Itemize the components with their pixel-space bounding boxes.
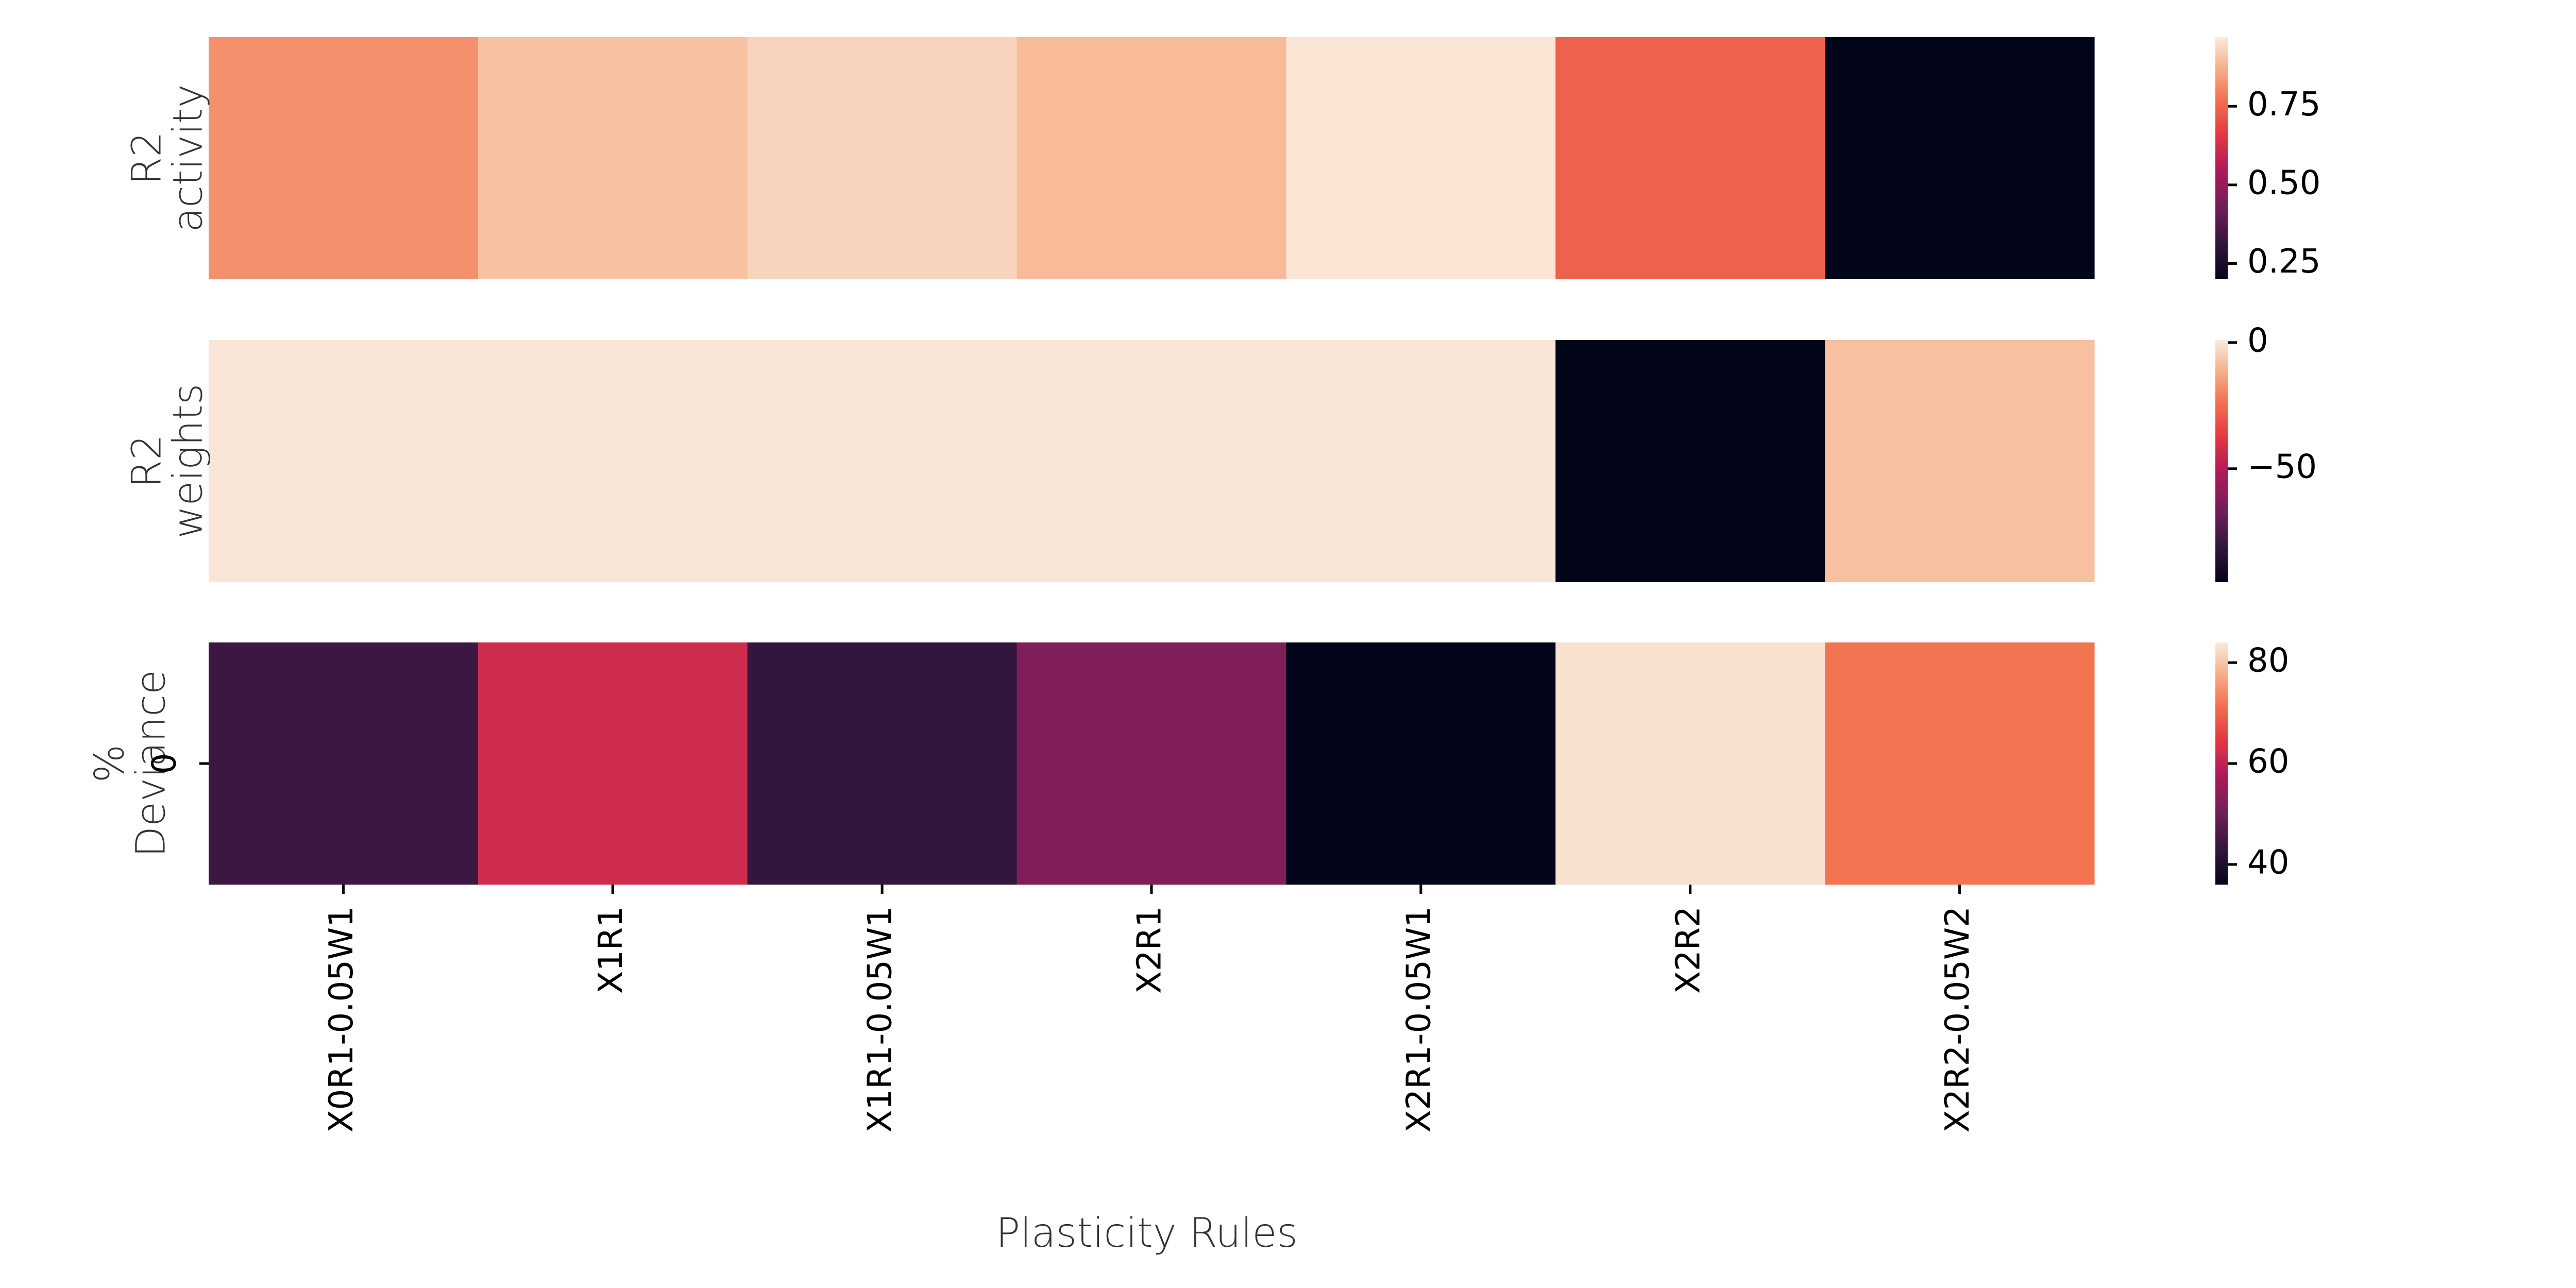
heatmap-cell xyxy=(747,340,1018,582)
y-tick-label: 0 xyxy=(146,753,184,774)
heatmap-cell xyxy=(1016,37,1287,279)
heatmap-cell xyxy=(1286,37,1556,279)
x-tick-label: X2R1 xyxy=(1131,906,1169,994)
x-tick-label: X2R2 xyxy=(1669,906,1707,994)
heatmap-cell xyxy=(478,340,748,582)
colorbar-pct-deviance: 40 60 80 xyxy=(2215,642,2289,885)
heatmap-cell xyxy=(1555,340,1825,582)
heatmap-cell xyxy=(1555,37,1825,279)
heatmap-cell xyxy=(209,340,479,582)
colorbar-gradient xyxy=(2215,642,2228,885)
heatmap-cell xyxy=(1825,37,2095,279)
x-tick-label: X2R1-0.05W1 xyxy=(1400,906,1438,1132)
x-axis-label: Plasticity Rules xyxy=(996,1210,1298,1257)
heatmap-cell xyxy=(1286,340,1556,582)
heatmap-cell xyxy=(1555,642,1825,885)
colorbar-tick-label: −50 xyxy=(2247,448,2317,486)
heatmap-cell xyxy=(1016,340,1287,582)
colorbar-r2-activity: 0.25 0.50 0.75 xyxy=(2215,37,2321,281)
colorbar-tick-label: 60 xyxy=(2247,743,2289,781)
heatmap-cell xyxy=(478,642,748,885)
colorbar-tick-label: 0.25 xyxy=(2247,243,2321,281)
heatmap-cell xyxy=(747,642,1018,885)
colorbars: 0.25 0.50 0.75 −50 0 40 60 80 xyxy=(2215,37,2321,885)
x-tick-label: X0R1-0.05W1 xyxy=(323,906,361,1132)
y-axis-label: R2 xyxy=(124,434,171,488)
y-axis-label: weights xyxy=(165,384,212,539)
colorbar-gradient xyxy=(2215,37,2228,279)
colorbar-tick-label: 40 xyxy=(2247,843,2289,882)
x-tick-label: X1R1 xyxy=(592,906,630,994)
y-axis-label: activity xyxy=(165,84,212,232)
heatmap-cell xyxy=(1825,340,2095,582)
colorbar-gradient xyxy=(2215,340,2228,582)
heatmap-cell xyxy=(1286,642,1556,885)
heatmap-cell xyxy=(1016,642,1287,885)
colorbar-tick-label: 0.50 xyxy=(2247,164,2321,202)
y-axis-label: Deviance xyxy=(128,670,175,857)
colorbar-r2-weights: −50 0 xyxy=(2215,321,2317,582)
x-axis: X0R1-0.05W1 X1R1 X1R1-0.05W1 X2R1 X2R1-0.05W… xyxy=(323,885,1977,1132)
heatmap-cell xyxy=(747,37,1018,279)
y-axis-label: R2 xyxy=(124,131,171,185)
heatmap-cell xyxy=(209,642,479,885)
x-tick-label: X2R2-0.05W2 xyxy=(1939,906,1977,1132)
y-axis-label: % xyxy=(87,744,133,783)
heatmap-cell xyxy=(478,37,748,279)
colorbar-tick-label: 0.75 xyxy=(2247,86,2321,124)
x-tick-label: X1R1-0.05W1 xyxy=(861,906,900,1132)
heatmap-cell xyxy=(209,37,479,279)
colorbar-tick-label: 80 xyxy=(2247,642,2289,680)
colorbar-tick-label: 0 xyxy=(2247,321,2268,360)
heatmap-cell xyxy=(1825,642,2095,885)
